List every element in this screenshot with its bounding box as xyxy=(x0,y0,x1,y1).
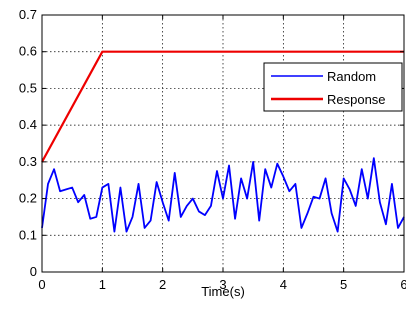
y-tick-label: 0 xyxy=(30,264,37,279)
series-line-random xyxy=(41,157,405,233)
y-tick-label: 0.1 xyxy=(19,227,37,242)
y-tick-label: 0.6 xyxy=(19,44,37,59)
y-tick-label: 0.7 xyxy=(19,7,37,22)
x-tick-label: 0 xyxy=(38,277,45,292)
x-tick-label: 5 xyxy=(340,277,347,292)
y-tick-label: 0.4 xyxy=(19,117,37,132)
x-tick-label: 3 xyxy=(219,277,226,292)
legend-box xyxy=(263,62,403,112)
x-tick-label: 4 xyxy=(280,277,287,292)
x-tick-label: 2 xyxy=(159,277,166,292)
series-line-response xyxy=(41,50,404,163)
legend-label-response: Response xyxy=(327,92,386,107)
y-tick-label: 0.5 xyxy=(19,80,37,95)
y-tick-label: 0.2 xyxy=(19,191,37,206)
series-layer xyxy=(41,50,405,233)
y-tick-label: 0.3 xyxy=(19,154,37,169)
legend: Random Response xyxy=(263,62,403,112)
tick-layer: 0 1 2 3 4 5 6 0 0.1 0.2 0.3 0.4 0.5 0.6 0.7 xyxy=(19,7,406,292)
x-tick-label: 1 xyxy=(99,277,106,292)
legend-label-random: Random xyxy=(327,69,376,84)
x-axis-label: Time(s) xyxy=(201,284,245,299)
x-tick-label: 6 xyxy=(400,277,406,292)
